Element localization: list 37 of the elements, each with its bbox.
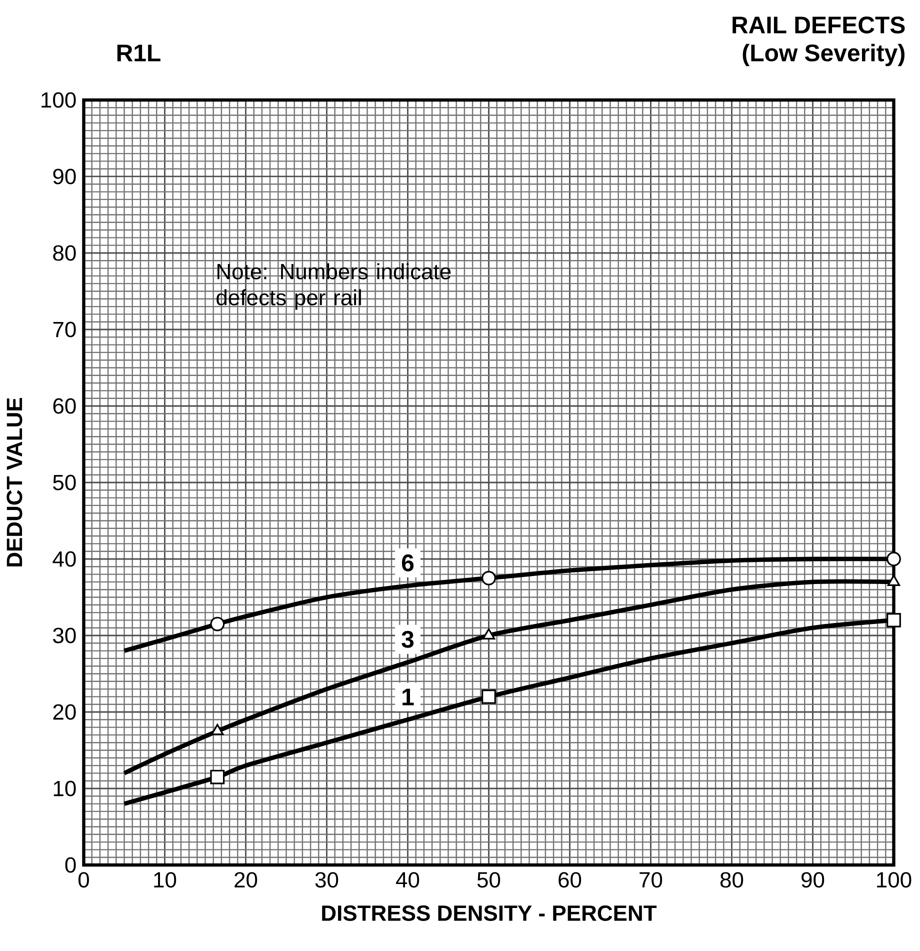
y-tick-label: 80 xyxy=(53,245,76,261)
y-tick-label: 60 xyxy=(53,398,76,414)
series-label: 3 xyxy=(402,630,414,648)
y-tick-label: 20 xyxy=(53,704,76,720)
y-tick-label: 0 xyxy=(65,857,76,873)
point xyxy=(211,724,224,736)
y-tick-label: 30 xyxy=(53,628,76,644)
x-tick-label: 10 xyxy=(154,872,176,888)
point xyxy=(886,612,902,628)
y-tick-label: 50 xyxy=(53,474,76,490)
y-axis-title: DEDUCT VALUE xyxy=(6,398,22,566)
x-tick-label: 20 xyxy=(234,872,258,888)
x-tick-label: 90 xyxy=(802,872,824,888)
series-label: 6 xyxy=(402,554,414,572)
point xyxy=(210,770,225,784)
x-tick-label: 100 xyxy=(877,872,912,888)
point xyxy=(482,570,496,586)
point xyxy=(482,689,496,704)
chart-subtitle: (Low Severity) xyxy=(742,44,905,66)
x-tick-label: 70 xyxy=(640,872,662,888)
x-tick-label: 60 xyxy=(558,872,582,888)
y-tick-label: 10 xyxy=(54,780,76,796)
chart-title: RAIL DEFECTS xyxy=(732,16,905,34)
series-label: 1 xyxy=(402,688,414,706)
x-tick-label: 30 xyxy=(315,872,338,888)
y-tick-label: 100 xyxy=(42,92,76,108)
point xyxy=(482,628,496,640)
x-tick-label: 50 xyxy=(478,872,500,888)
x-tick-label: 80 xyxy=(720,872,744,888)
y-tick-label: 40 xyxy=(52,551,76,567)
point xyxy=(210,616,225,632)
text: R1L xyxy=(118,44,161,62)
y-tick-label: 90 xyxy=(53,168,76,184)
y-tick-label: 70 xyxy=(53,322,76,338)
x-tick-label: 0 xyxy=(78,872,90,888)
x-axis-title: DISTRESS DENSITY - PERCENT xyxy=(322,905,657,921)
x-tick-label: 40 xyxy=(396,872,420,888)
